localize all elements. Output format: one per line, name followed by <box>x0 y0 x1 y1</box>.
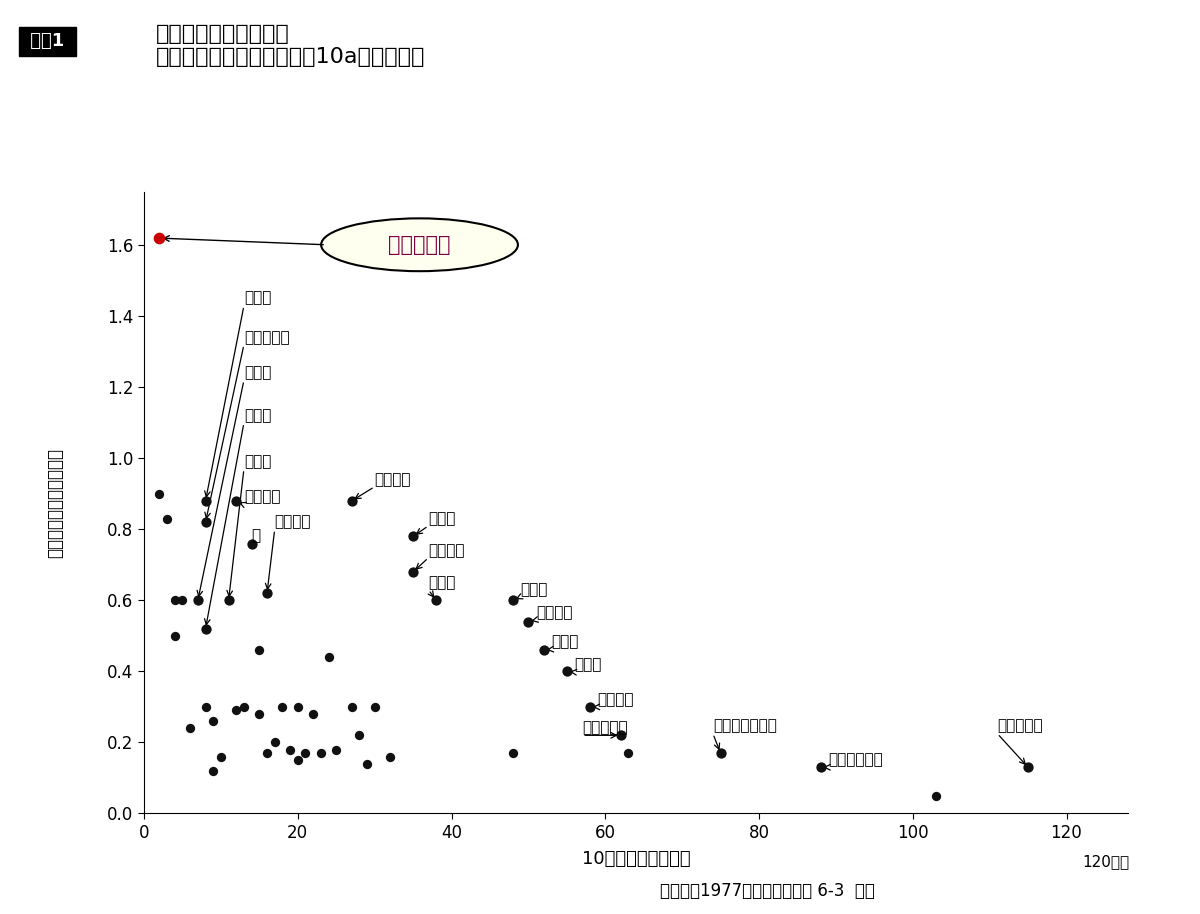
Point <box>218 593 238 608</box>
Text: きゃべつ: きゃべつ <box>536 605 572 620</box>
Text: 120万円: 120万円 <box>1082 855 1129 869</box>
Point <box>288 699 307 714</box>
Point <box>196 515 215 529</box>
Text: たまねぎ: たまねぎ <box>244 490 281 505</box>
Point <box>1019 760 1038 774</box>
Point <box>504 593 523 608</box>
Point <box>426 593 445 608</box>
Point <box>281 742 300 757</box>
X-axis label: 10アール当たり所得: 10アール当たり所得 <box>582 850 690 868</box>
Point <box>358 757 377 771</box>
Text: 図表1: 図表1 <box>24 32 71 50</box>
Text: サツマイモ: サツマイモ <box>389 235 451 255</box>
Point <box>204 714 223 728</box>
Point <box>242 537 262 551</box>
Point <box>196 622 215 636</box>
Point <box>150 486 169 501</box>
Point <box>611 728 630 743</box>
Point <box>227 494 246 508</box>
Point <box>365 699 384 714</box>
Text: 産出・補助エネルギー比と10a当たり所得: 産出・補助エネルギー比と10a当たり所得 <box>156 47 425 67</box>
Point <box>926 789 946 803</box>
Point <box>581 699 600 714</box>
Point <box>265 735 284 749</box>
Point <box>326 742 346 757</box>
Point <box>342 699 361 714</box>
Text: にんじん: にんじん <box>428 543 464 558</box>
Text: ハウスきゅうり: ハウスきゅうり <box>713 718 776 734</box>
Point <box>534 643 553 657</box>
Point <box>204 763 223 778</box>
Point <box>296 746 316 760</box>
Text: 小　麦: 小 麦 <box>244 366 271 380</box>
Text: 大　麦: 大 麦 <box>244 291 271 305</box>
Point <box>518 614 538 629</box>
Text: 産出／補助エネルギー比: 産出／補助エネルギー比 <box>47 448 65 558</box>
Point <box>257 746 276 760</box>
Ellipse shape <box>322 218 518 271</box>
Text: とまとなす: とまとなす <box>582 720 628 736</box>
Text: 宇田川（1977）環境情報科学 6-3  より: 宇田川（1977）環境情報科学 6-3 より <box>660 882 875 900</box>
Text: ぶどう: ぶどう <box>552 634 578 649</box>
Text: 落花生: 落花生 <box>244 454 271 469</box>
Point <box>150 231 169 246</box>
Text: ばれいしょ: ばれいしょ <box>244 330 289 345</box>
Point <box>250 643 269 657</box>
Point <box>557 664 576 679</box>
Point <box>272 699 292 714</box>
Point <box>403 565 422 579</box>
Point <box>811 760 830 774</box>
Point <box>710 746 730 760</box>
Text: も　も: も も <box>521 582 548 597</box>
Text: 各種作物生産における: 各種作物生産における <box>156 24 289 44</box>
Point <box>173 593 192 608</box>
Point <box>304 707 323 721</box>
Point <box>196 494 215 508</box>
Point <box>380 749 400 764</box>
Point <box>227 703 246 717</box>
Point <box>196 699 215 714</box>
Point <box>319 650 338 664</box>
Point <box>619 746 638 760</box>
Point <box>403 529 422 544</box>
Point <box>180 721 199 736</box>
Point <box>211 749 230 764</box>
Point <box>257 586 276 600</box>
Point <box>188 593 208 608</box>
Point <box>166 629 185 643</box>
Text: はくさい: はくさい <box>275 515 311 529</box>
Text: ハウスなす: ハウスなす <box>997 718 1043 734</box>
Point <box>311 746 330 760</box>
Text: だいこん: だいこん <box>374 472 412 487</box>
Point <box>166 593 185 608</box>
Text: ハウスとまと: ハウスとまと <box>828 752 883 767</box>
Text: 大　豆: 大 豆 <box>244 408 271 423</box>
Point <box>342 494 361 508</box>
Text: な　し: な し <box>575 657 602 672</box>
Point <box>234 699 253 714</box>
Text: きゅうり: きゅうり <box>598 692 634 707</box>
Point <box>157 511 176 526</box>
Text: みかん: みかん <box>428 511 456 526</box>
Text: りんご: りんご <box>428 575 456 590</box>
Point <box>288 753 307 768</box>
Point <box>250 707 269 721</box>
Point <box>504 746 523 760</box>
Point <box>349 728 368 743</box>
Text: 米: 米 <box>252 528 260 544</box>
